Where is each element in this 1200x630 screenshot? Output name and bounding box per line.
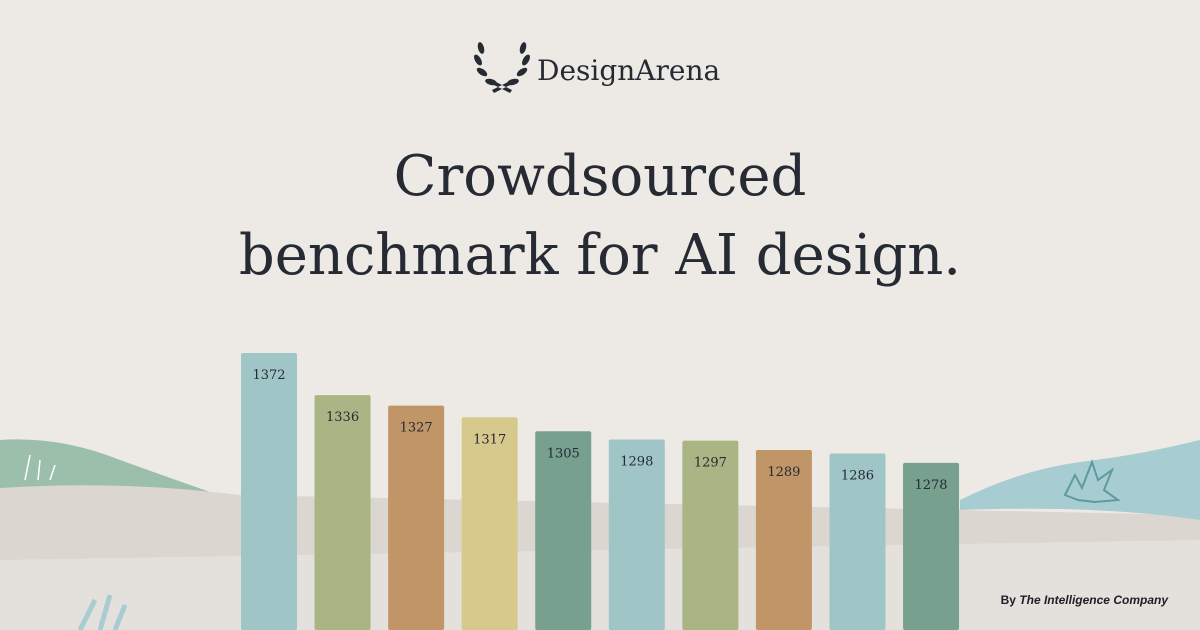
bar <box>241 353 297 630</box>
plant <box>77 594 128 630</box>
bar <box>535 431 592 630</box>
grass <box>24 454 56 481</box>
ground-light <box>0 540 1200 630</box>
chart: 1372 1336 1327 1317 1305 1298 1297 1289 1286 1278 <box>241 353 960 630</box>
bar <box>608 439 665 630</box>
bar <box>829 453 886 630</box>
value-label: 1286 <box>841 469 874 484</box>
bar <box>461 417 518 630</box>
headline: Crowdsourced <box>394 144 807 209</box>
value-label: 1298 <box>620 454 653 469</box>
logo <box>474 42 530 93</box>
brand: DesignArena <box>537 54 720 87</box>
value-label: 1305 <box>547 446 580 461</box>
bar <box>903 462 960 630</box>
value-label: 1278 <box>914 478 947 493</box>
plant <box>1063 459 1121 504</box>
bar <box>755 450 812 630</box>
hill-right <box>960 440 1200 520</box>
headline: benchmark for AI design. <box>239 223 961 288</box>
value-label: 1327 <box>400 421 433 436</box>
bar <box>682 440 739 630</box>
value-label: 1297 <box>694 456 727 471</box>
value-label: 1317 <box>473 432 506 447</box>
hill <box>0 439 210 492</box>
value-label: 1289 <box>767 465 800 480</box>
value-label: 1336 <box>326 410 359 425</box>
credit: By The Intelligence Company <box>1001 593 1170 607</box>
bar <box>388 405 445 630</box>
credit-name: The Intelligence Company <box>1019 593 1169 607</box>
value-label: 1372 <box>252 368 285 383</box>
credit-prefix: By <box>1001 593 1017 607</box>
bar <box>314 395 371 630</box>
